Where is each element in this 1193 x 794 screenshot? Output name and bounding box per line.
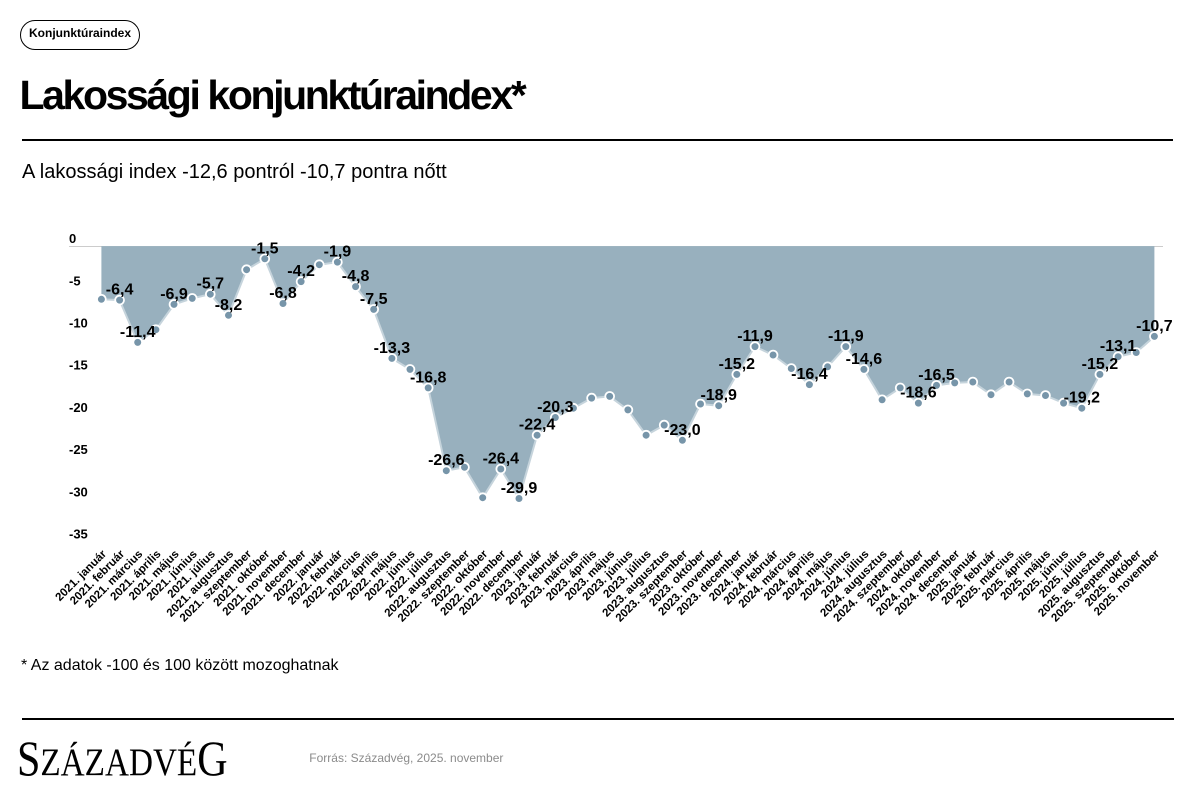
- svg-text:-8,2: -8,2: [215, 297, 243, 314]
- svg-text:-26,6: -26,6: [428, 452, 465, 469]
- svg-text:-25: -25: [69, 442, 88, 457]
- svg-text:-18,9: -18,9: [700, 387, 737, 404]
- svg-text:-7,5: -7,5: [360, 291, 388, 308]
- svg-text:-16,4: -16,4: [791, 366, 828, 383]
- svg-text:-6,4: -6,4: [106, 282, 134, 299]
- svg-text:0: 0: [69, 231, 76, 246]
- svg-text:-5: -5: [69, 273, 81, 288]
- svg-text:-20,3: -20,3: [537, 399, 574, 416]
- svg-text:-10: -10: [69, 316, 88, 331]
- svg-text:-23,0: -23,0: [664, 422, 701, 439]
- svg-text:-16,5: -16,5: [918, 367, 955, 384]
- svg-text:-1,5: -1,5: [251, 240, 279, 257]
- svg-text:-30: -30: [69, 484, 88, 499]
- svg-text:-13,1: -13,1: [1100, 338, 1137, 355]
- svg-text:-6,8: -6,8: [269, 285, 297, 302]
- svg-text:-1,9: -1,9: [324, 244, 352, 261]
- svg-text:-13,3: -13,3: [374, 340, 411, 357]
- svg-text:-35: -35: [69, 527, 88, 542]
- svg-text:-18,6: -18,6: [900, 385, 937, 402]
- svg-text:-26,4: -26,4: [483, 451, 520, 468]
- svg-text:-15,2: -15,2: [1082, 356, 1119, 373]
- svg-text:-11,9: -11,9: [828, 328, 864, 345]
- svg-text:-6,9: -6,9: [160, 286, 188, 303]
- svg-text:-11,9: -11,9: [737, 328, 773, 345]
- svg-text:-14,6: -14,6: [846, 351, 883, 368]
- svg-text:-5,7: -5,7: [197, 276, 225, 293]
- svg-text:-16,8: -16,8: [410, 369, 447, 386]
- svg-text:-10,7: -10,7: [1136, 318, 1173, 335]
- svg-text:-22,4: -22,4: [519, 417, 556, 434]
- svg-text:-15: -15: [69, 358, 88, 373]
- svg-text:-4,8: -4,8: [342, 268, 370, 285]
- svg-text:-11,4: -11,4: [120, 324, 156, 341]
- svg-text:-29,9: -29,9: [501, 480, 538, 497]
- svg-text:-19,2: -19,2: [1064, 390, 1101, 407]
- svg-text:-4,2: -4,2: [287, 263, 315, 280]
- svg-text:-20: -20: [69, 400, 88, 415]
- svg-text:-15,2: -15,2: [719, 356, 756, 373]
